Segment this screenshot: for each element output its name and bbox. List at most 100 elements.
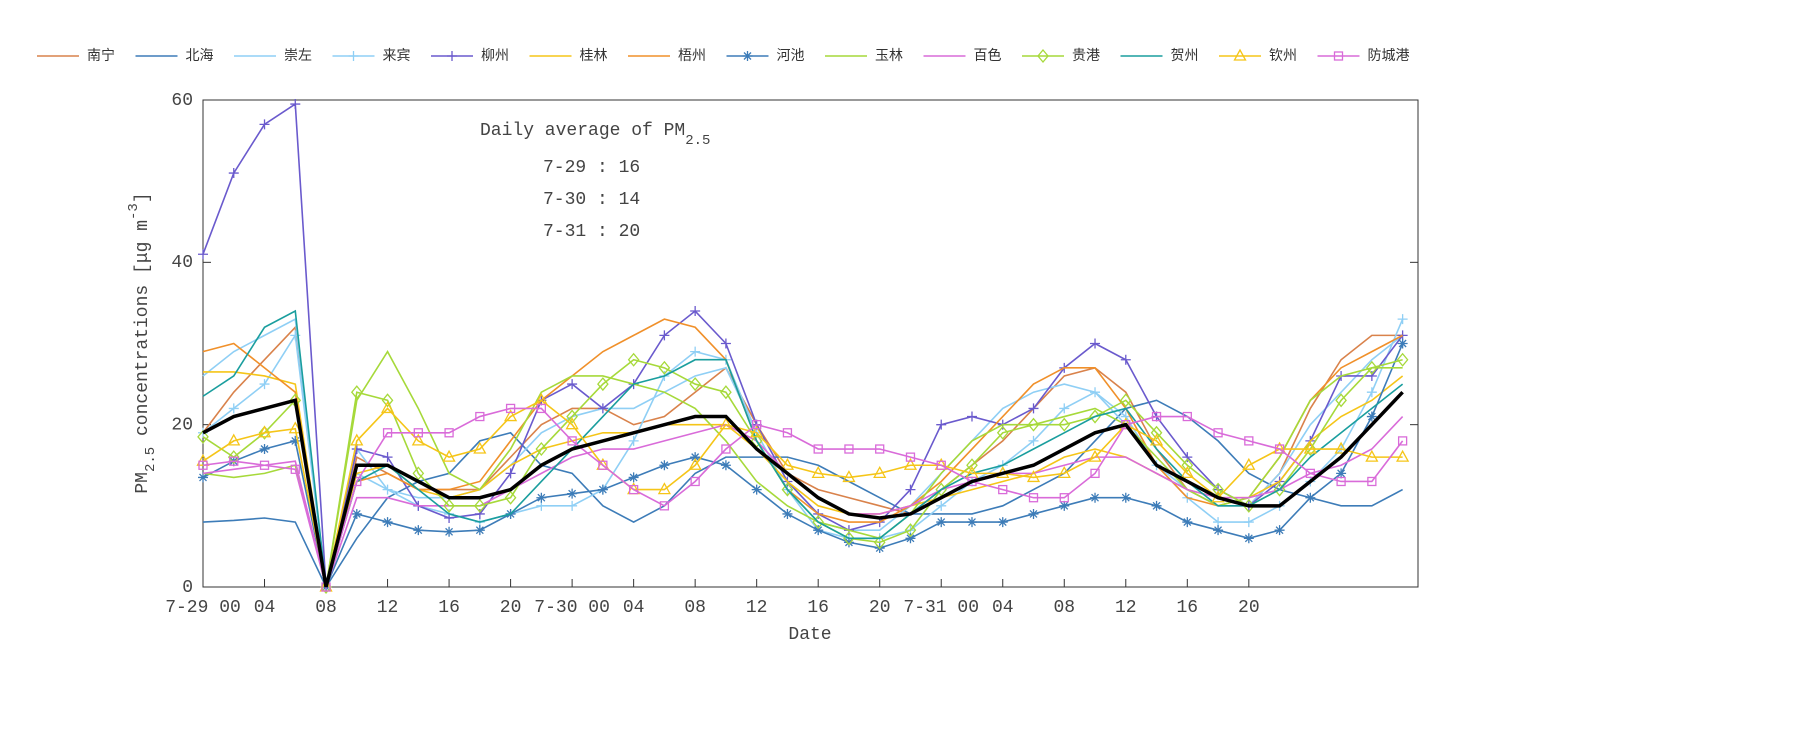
marker: [1090, 387, 1101, 398]
series-line: [202, 309, 1404, 588]
marker: [905, 484, 916, 495]
legend-label: 贵港: [1072, 48, 1100, 64]
marker: [875, 444, 885, 454]
marker: [444, 428, 454, 438]
marker: [1059, 403, 1070, 414]
marker: [503, 409, 518, 422]
marker: [1397, 436, 1408, 446]
annotation-line: 7-29 : 16: [543, 158, 640, 178]
marker: [657, 482, 671, 495]
marker: [259, 119, 270, 130]
marker: [1305, 468, 1315, 479]
marker: [782, 428, 793, 438]
legend-label: 河池: [777, 48, 805, 64]
marker: [565, 417, 579, 430]
y-axis-label: PM2.5 concentrations [μg m-3]: [126, 192, 159, 493]
y-label-sub: 2.5: [143, 447, 159, 472]
marker: [567, 488, 578, 499]
annotation-line: 7-30 : 14: [543, 190, 640, 210]
marker: [1303, 441, 1317, 454]
marker: [750, 425, 764, 438]
marker: [781, 482, 794, 497]
marker: [843, 537, 854, 548]
marker: [1366, 387, 1377, 398]
legend-marker: [1333, 51, 1344, 61]
legend-label: 防城港: [1368, 48, 1410, 64]
marker: [257, 425, 272, 438]
marker: [290, 99, 301, 110]
marker: [1367, 476, 1377, 487]
marker: [229, 456, 239, 466]
marker: [412, 466, 425, 481]
marker: [505, 468, 516, 479]
marker: [1365, 449, 1379, 462]
marker: [197, 429, 209, 444]
marker: [351, 444, 362, 455]
legend-label: 崇左: [284, 48, 312, 64]
annotation-line: 7-31 : 20: [543, 222, 640, 242]
marker: [1366, 360, 1378, 375]
marker: [381, 393, 394, 408]
legend-marker: [1233, 48, 1247, 61]
marker: [380, 401, 395, 414]
marker: [1243, 533, 1254, 544]
marker: [997, 517, 1008, 528]
marker: [690, 346, 701, 357]
marker: [659, 460, 670, 471]
marker: [690, 476, 700, 487]
x-tick-label: 12: [1115, 598, 1137, 618]
marker: [597, 377, 609, 392]
marker: [1273, 482, 1286, 497]
y-tick-label: 0: [182, 578, 193, 598]
marker: [1213, 428, 1223, 438]
x-tick-label: 16: [807, 598, 829, 618]
legend-marker: [742, 51, 753, 61]
marker: [567, 436, 577, 446]
marker: [597, 403, 608, 414]
marker: [1397, 314, 1408, 325]
marker: [842, 470, 856, 483]
marker: [1305, 492, 1316, 503]
legend-label: 南宁: [87, 47, 115, 64]
marker: [1212, 482, 1224, 497]
marker: [473, 498, 486, 513]
marker: [720, 460, 731, 471]
marker: [813, 525, 824, 536]
marker: [936, 500, 947, 511]
marker: [567, 500, 578, 511]
marker: [290, 435, 301, 446]
marker: [1058, 417, 1071, 432]
legend-label: 钦州: [1269, 48, 1297, 64]
marker: [689, 377, 701, 392]
marker: [320, 579, 332, 595]
marker: [628, 472, 639, 483]
series-line: [202, 390, 1404, 588]
marker: [1181, 458, 1194, 473]
marker: [505, 403, 516, 414]
marker: [475, 411, 485, 422]
marker: [259, 379, 270, 390]
marker: [290, 464, 300, 474]
marker: [905, 452, 916, 462]
marker: [1243, 517, 1254, 528]
x-tick-label: 04: [623, 598, 645, 618]
legend-label: 北海: [186, 48, 214, 64]
marker: [443, 498, 455, 513]
marker: [504, 490, 517, 505]
marker: [658, 360, 671, 375]
marker: [1089, 409, 1101, 424]
legend-label: 柳州: [481, 47, 509, 64]
marker: [1028, 435, 1039, 446]
marker: [1182, 452, 1193, 463]
marker: [1244, 436, 1254, 446]
series-line: [202, 407, 1404, 591]
marker: [690, 452, 701, 463]
legend-marker: [447, 51, 457, 61]
marker: [382, 428, 393, 438]
marker: [780, 457, 795, 470]
marker: [688, 457, 702, 470]
marker: [1057, 466, 1071, 479]
x-tick-label: 08: [315, 598, 337, 618]
marker: [720, 338, 731, 349]
legend-label: 玉林: [875, 48, 903, 64]
